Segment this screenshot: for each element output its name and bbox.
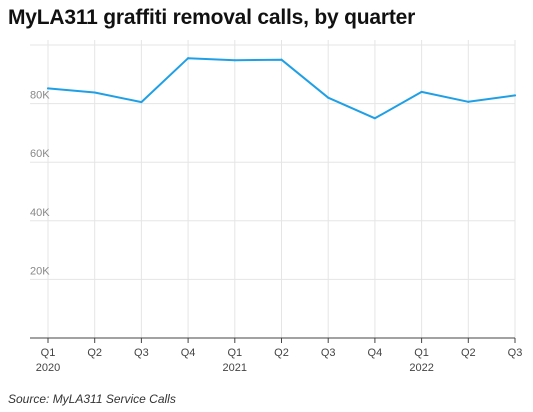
y-axis-ticks: 20K 40K 60K 80K 100K xyxy=(30,31,56,277)
x-axis: Q1 Q2 Q3 Q4 Q1 Q2 Q3 Q4 Q1 Q2 Q3 2020 2021 2022 xyxy=(30,337,523,374)
line-chart: 20K 40K 60K 80K 100K Q1 Q2 Q3 Q4 Q1 Q2 Q3 Q4 Q1 Q2 Q3 2… xyxy=(30,31,523,374)
data-point xyxy=(140,101,143,104)
data-point xyxy=(420,90,423,93)
data-point xyxy=(514,94,516,97)
x-tick-label: Q1 xyxy=(41,347,56,359)
y-tick-label: 60K xyxy=(30,148,50,160)
x-tick-label: Q4 xyxy=(181,347,196,359)
x-group-label: 2020 xyxy=(36,362,60,374)
x-tick-label: Q1 xyxy=(414,347,429,359)
source-note: Source: MyLA311 Service Calls xyxy=(8,392,176,406)
x-tick-label: Q3 xyxy=(134,347,149,359)
grid-lines xyxy=(30,40,516,338)
y-tick-label: 40K xyxy=(30,207,50,219)
x-tick-label: Q3 xyxy=(508,347,523,359)
data-point xyxy=(187,57,190,60)
chart-area: 20K 40K 60K 80K 100K Q1 Q2 Q3 Q4 Q1 Q2 Q3 Q4 Q1 Q2 Q3 2… xyxy=(0,31,533,380)
x-tick-label: Q1 xyxy=(227,347,242,359)
data-point xyxy=(47,87,49,90)
y-tick-label: 100K xyxy=(30,40,56,43)
data-point xyxy=(327,96,330,99)
x-tick-label: Q3 xyxy=(321,347,336,359)
data-point xyxy=(373,117,376,120)
y-tick-label: 80K xyxy=(30,90,50,102)
x-tick-label: Q4 xyxy=(368,347,383,359)
data-point xyxy=(93,91,96,94)
x-group-label: 2021 xyxy=(223,362,247,374)
y-tick-label: 20K xyxy=(30,265,50,277)
data-point xyxy=(280,58,283,61)
x-tick-label: Q2 xyxy=(274,347,289,359)
x-group-label: 2022 xyxy=(409,362,433,374)
chart-title: MyLA311 graffiti removal calls, by quart… xyxy=(8,6,416,29)
data-point xyxy=(467,100,470,103)
series-calls xyxy=(47,57,516,120)
x-tick-label: Q2 xyxy=(87,347,102,359)
x-tick-label: Q2 xyxy=(461,347,476,359)
data-point xyxy=(233,59,236,62)
